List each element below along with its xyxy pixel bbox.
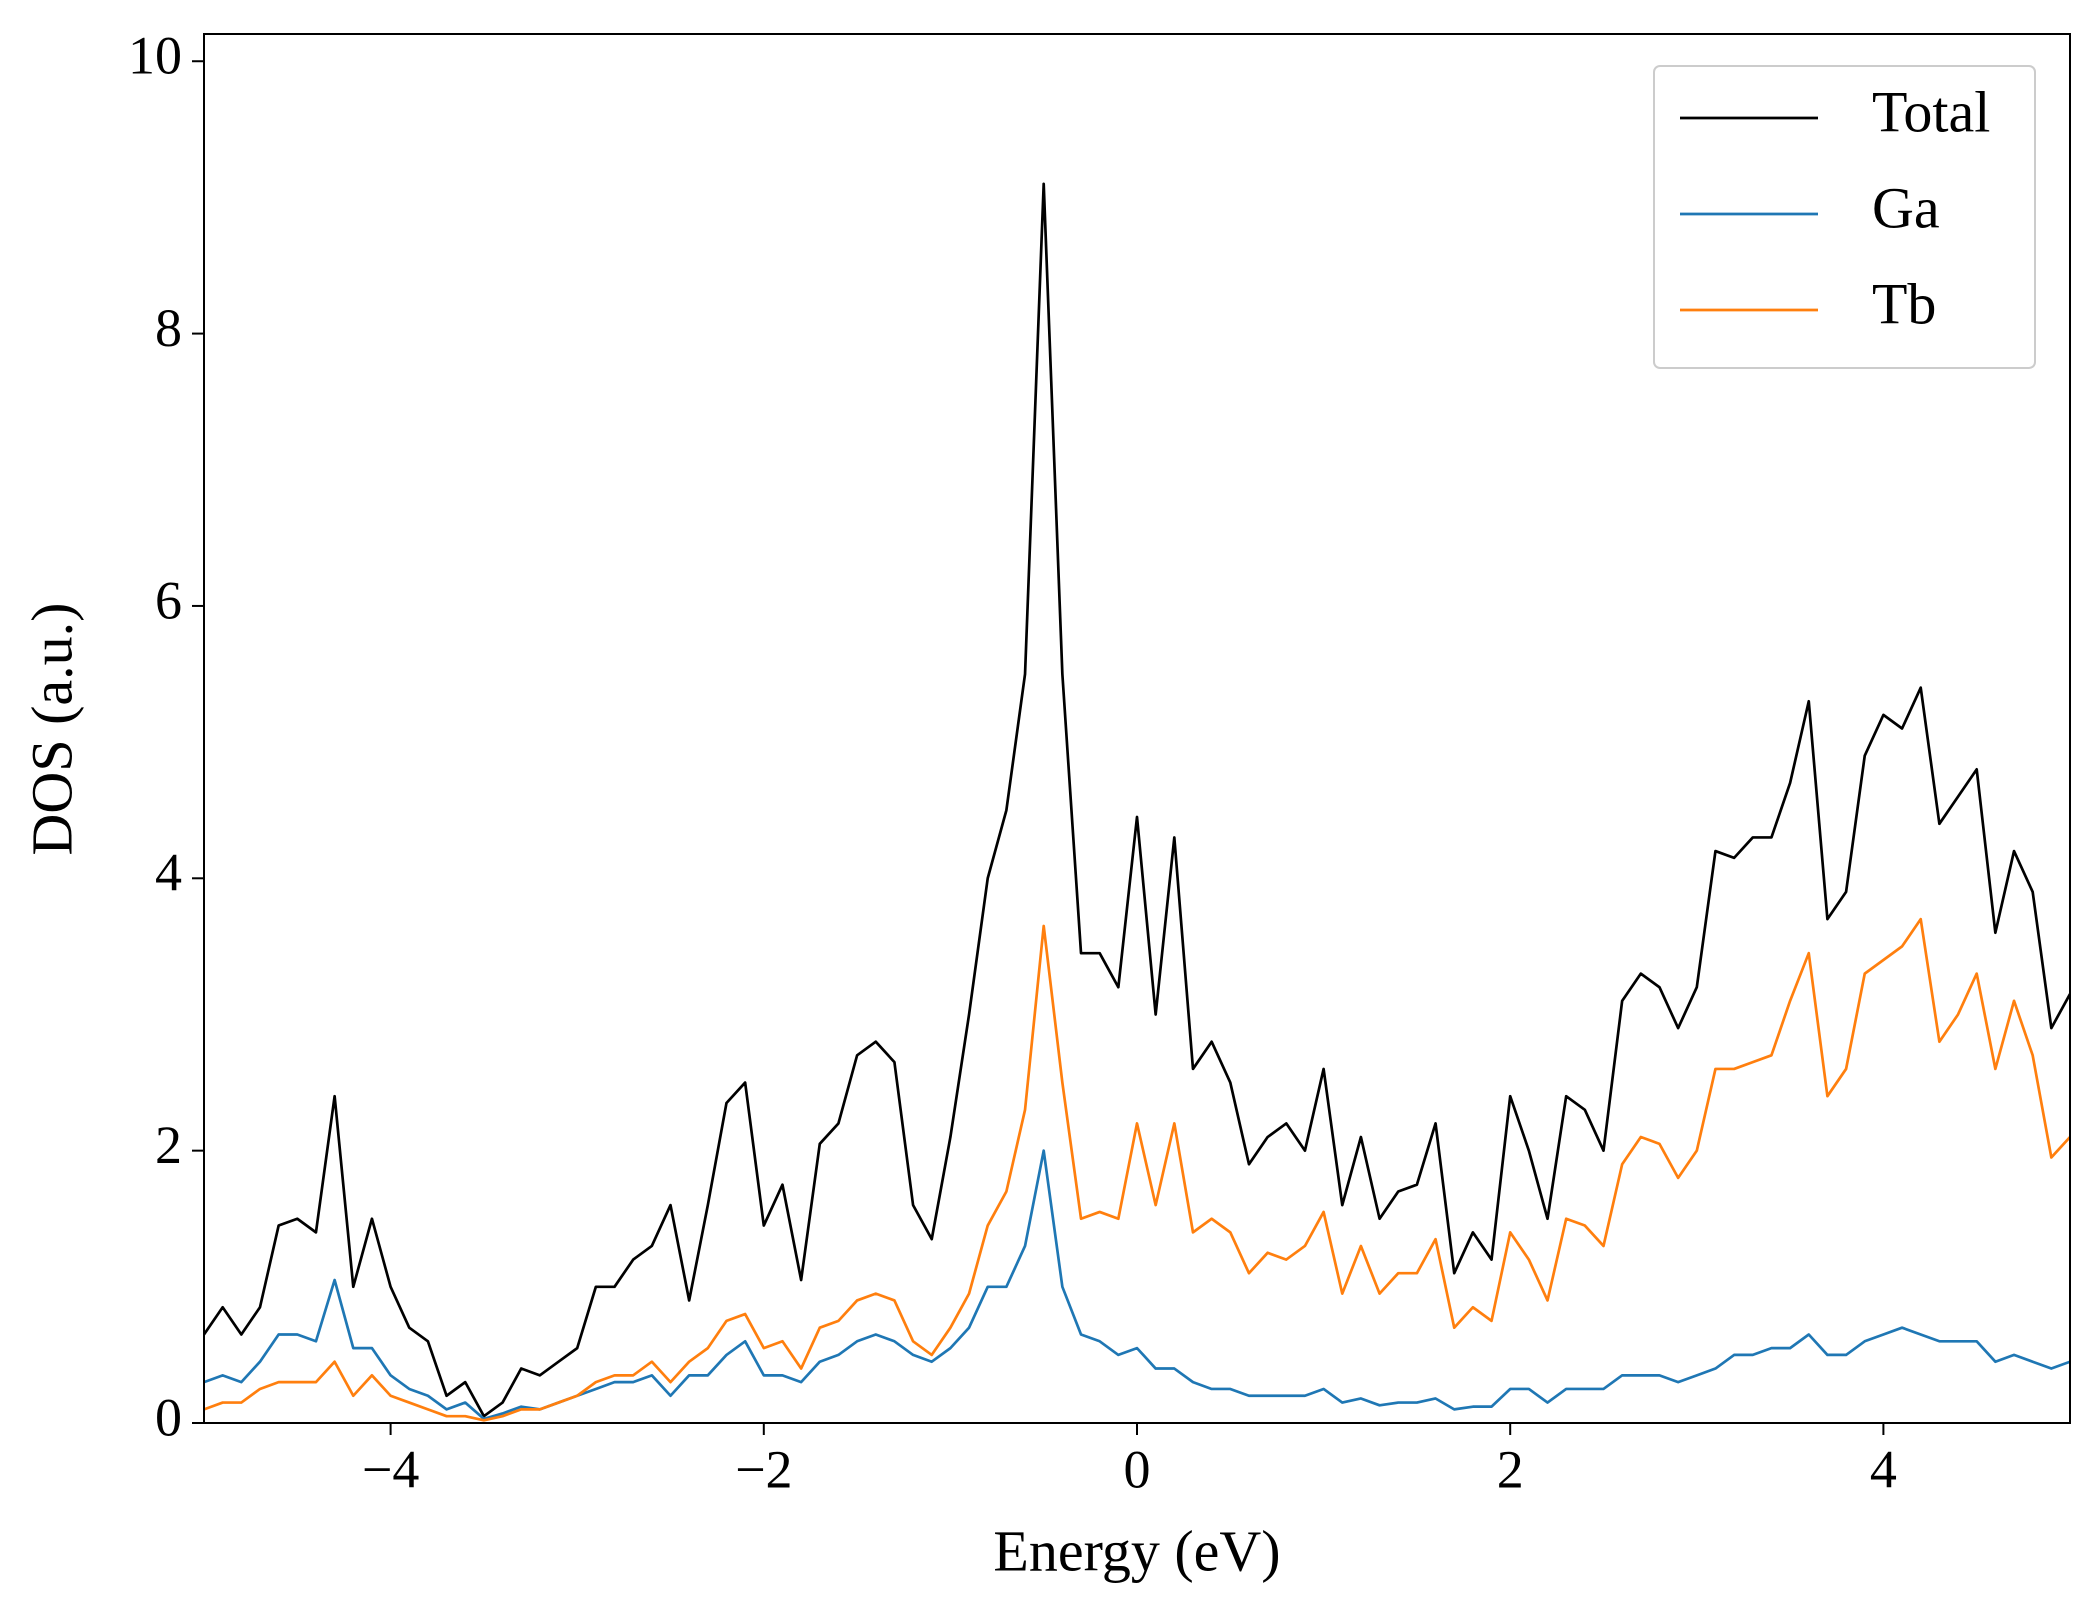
- legend-label: Tb: [1872, 271, 1936, 336]
- legend-label: Total: [1872, 79, 1990, 144]
- series-line: [204, 182, 2070, 1418]
- y-tick-label: 0: [155, 1387, 182, 1447]
- y-tick-label: 6: [155, 570, 182, 630]
- x-tick-label: 4: [1870, 1439, 1897, 1499]
- legend-label: Ga: [1872, 175, 1940, 240]
- y-tick-label: 2: [155, 1115, 182, 1175]
- legend-box: [1653, 65, 2036, 369]
- y-axis-label: DOS (a.u.): [19, 603, 84, 856]
- x-axis-label: Energy (eV): [993, 1518, 1280, 1583]
- y-tick-label: 8: [155, 298, 182, 358]
- series-line: [204, 917, 2070, 1422]
- series-line: [204, 1149, 2070, 1421]
- x-tick-label: 2: [1497, 1439, 1524, 1499]
- x-tick-label: −4: [362, 1439, 419, 1499]
- x-tick-label: −2: [735, 1439, 792, 1499]
- y-tick-label: 4: [155, 843, 182, 903]
- x-tick-label: 0: [1124, 1439, 1151, 1499]
- axes-frame: [203, 33, 2071, 1424]
- y-tick-label: 10: [128, 26, 182, 86]
